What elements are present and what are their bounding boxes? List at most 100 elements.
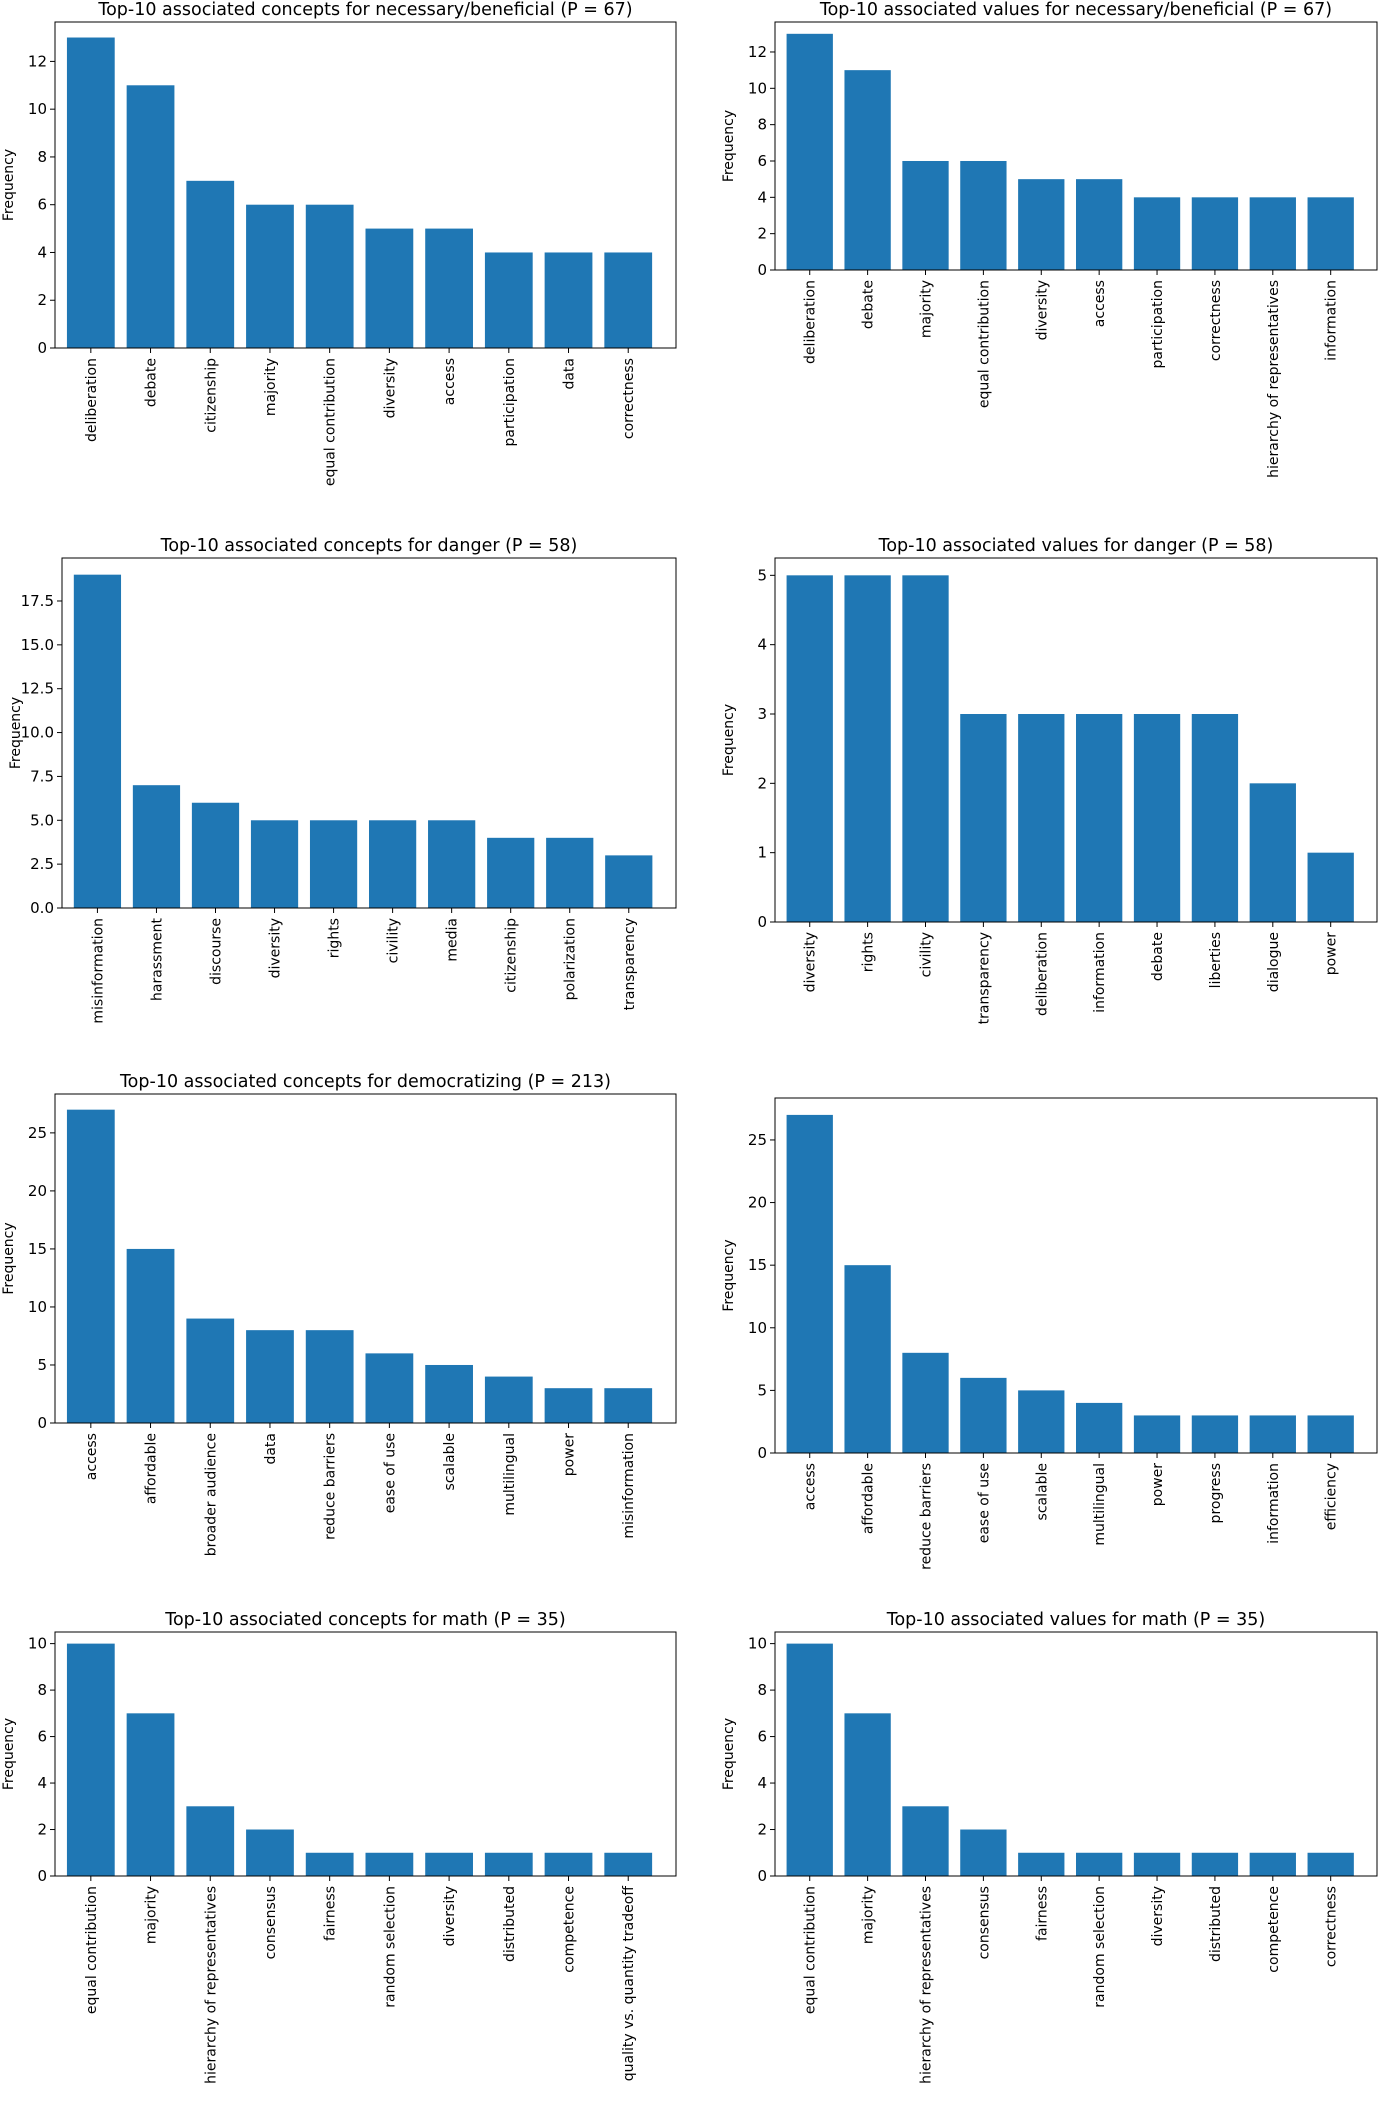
y-tick-label: 10 [28,100,47,118]
x-tick-label: information [1092,932,1108,1013]
y-tick-label: 8 [757,116,767,134]
x-tick-label: multilingual [502,1433,518,1516]
y-tick-label: 6 [37,196,47,214]
bar [604,1388,653,1423]
x-tick-label: progress [1208,1463,1224,1523]
bar [126,1713,175,1876]
y-tick-label: 0 [757,1444,767,1462]
bar [1307,197,1354,270]
bar [1076,714,1123,922]
y-tick-label: 2.5 [30,855,54,873]
x-tick-label: discourse [209,918,225,985]
bar [425,1852,473,1876]
bar [1191,714,1239,922]
y-tick-label: 15.0 [21,636,54,654]
x-tick-label: transparency [976,932,992,1024]
y-tick-label: 5 [37,1356,47,1374]
x-tick-label: reduce barriers [919,1463,935,1570]
bar [1133,1415,1181,1453]
chart-title: Top-10 associated concepts for math (P =… [164,1610,565,1630]
x-tick-label: multilingual [1092,1463,1108,1546]
x-tick-label: equal contribution [323,358,339,486]
x-tick-label: hierarchy of representatives [1266,280,1282,478]
x-tick-label: correctness [1208,280,1224,361]
bar [305,1330,354,1423]
bar [544,1388,593,1423]
y-tick-label: 2 [757,225,767,243]
x-tick-label: distributed [502,1886,518,1962]
y-tick-label: 10 [748,1635,767,1653]
y-tick-label: 25 [748,1131,767,1149]
y-tick-label: 10.0 [21,724,54,742]
y-tick-label: 8 [37,148,47,166]
y-tick-label: 4 [757,1774,767,1792]
bar [1307,1415,1354,1453]
y-tick-label: 6 [757,1728,767,1746]
axes-frame [774,1097,1378,1454]
bar [484,1376,533,1423]
x-tick-label: debate [144,358,160,407]
x-tick-label: broader audience [203,1433,219,1556]
bar [1076,179,1123,270]
y-tick-label: 0 [757,913,767,931]
x-tick-label: correctness [1324,1886,1340,1967]
bar [844,70,891,271]
y-tick-label: 0 [37,339,47,357]
x-tick-label: fairness [1034,1886,1050,1941]
bar [425,1364,473,1423]
y-tick-label: 17.5 [21,592,54,610]
y-tick-label: 0 [757,261,767,279]
x-tick-label: distributed [1208,1886,1224,1962]
x-tick-label: consensus [976,1886,992,1959]
y-axis-label: Frequency [721,110,737,182]
bar [487,837,535,908]
x-tick-label: polarization [563,918,579,1000]
bar [1307,1852,1354,1876]
x-tick-label: citizenship [203,358,219,433]
bar [786,1114,833,1453]
axes-frame [774,1631,1378,1877]
y-tick-label: 10 [28,1635,47,1653]
bar [544,1852,593,1876]
bar [546,837,594,908]
bar [1249,783,1296,922]
y-axis-label: Frequency [1,1222,17,1294]
x-tick-label: harassment [149,918,165,1001]
y-tick-label: 2 [37,1821,47,1839]
x-tick-label: power [1150,1463,1166,1507]
x-tick-label: quality vs. quantity tradeoff [621,1886,637,2082]
axes-frame [54,1631,677,1877]
bar [73,574,122,908]
x-tick-label: citizenship [504,918,520,993]
bar [544,252,593,348]
x-tick-label: diversity [1150,1886,1166,1946]
bar [1133,714,1181,922]
x-tick-label: liberties [1208,932,1224,988]
x-tick-label: random selection [382,1886,398,2008]
y-tick-label: 10 [748,1319,767,1337]
y-tick-label: 12 [28,52,47,70]
y-tick-label: 4 [37,243,47,261]
x-tick-label: rights [327,918,343,958]
bar [1018,714,1065,922]
bar [428,820,476,908]
bar [186,1318,235,1423]
x-tick-label: deliberation [84,358,100,442]
y-axis-label: Frequency [721,1239,737,1311]
bar [365,1353,414,1423]
x-tick-label: competence [562,1886,578,1973]
x-tick-label: data [562,358,578,390]
bar [191,802,240,908]
y-tick-label: 8 [37,1681,47,1699]
x-tick-label: information [1324,280,1340,361]
x-tick-label: consensus [263,1886,279,1959]
y-axis-label: Frequency [8,697,24,769]
x-tick-label: hierarchy of representatives [203,1886,219,2084]
x-tick-label: misinformation [90,918,106,1024]
bar [309,820,358,908]
bar [484,1852,533,1876]
y-tick-label: 5 [757,1381,767,1399]
chart-title: Top-10 associated concepts for necessary… [97,0,632,20]
y-tick-label: 20 [748,1194,767,1212]
bar [902,160,949,270]
